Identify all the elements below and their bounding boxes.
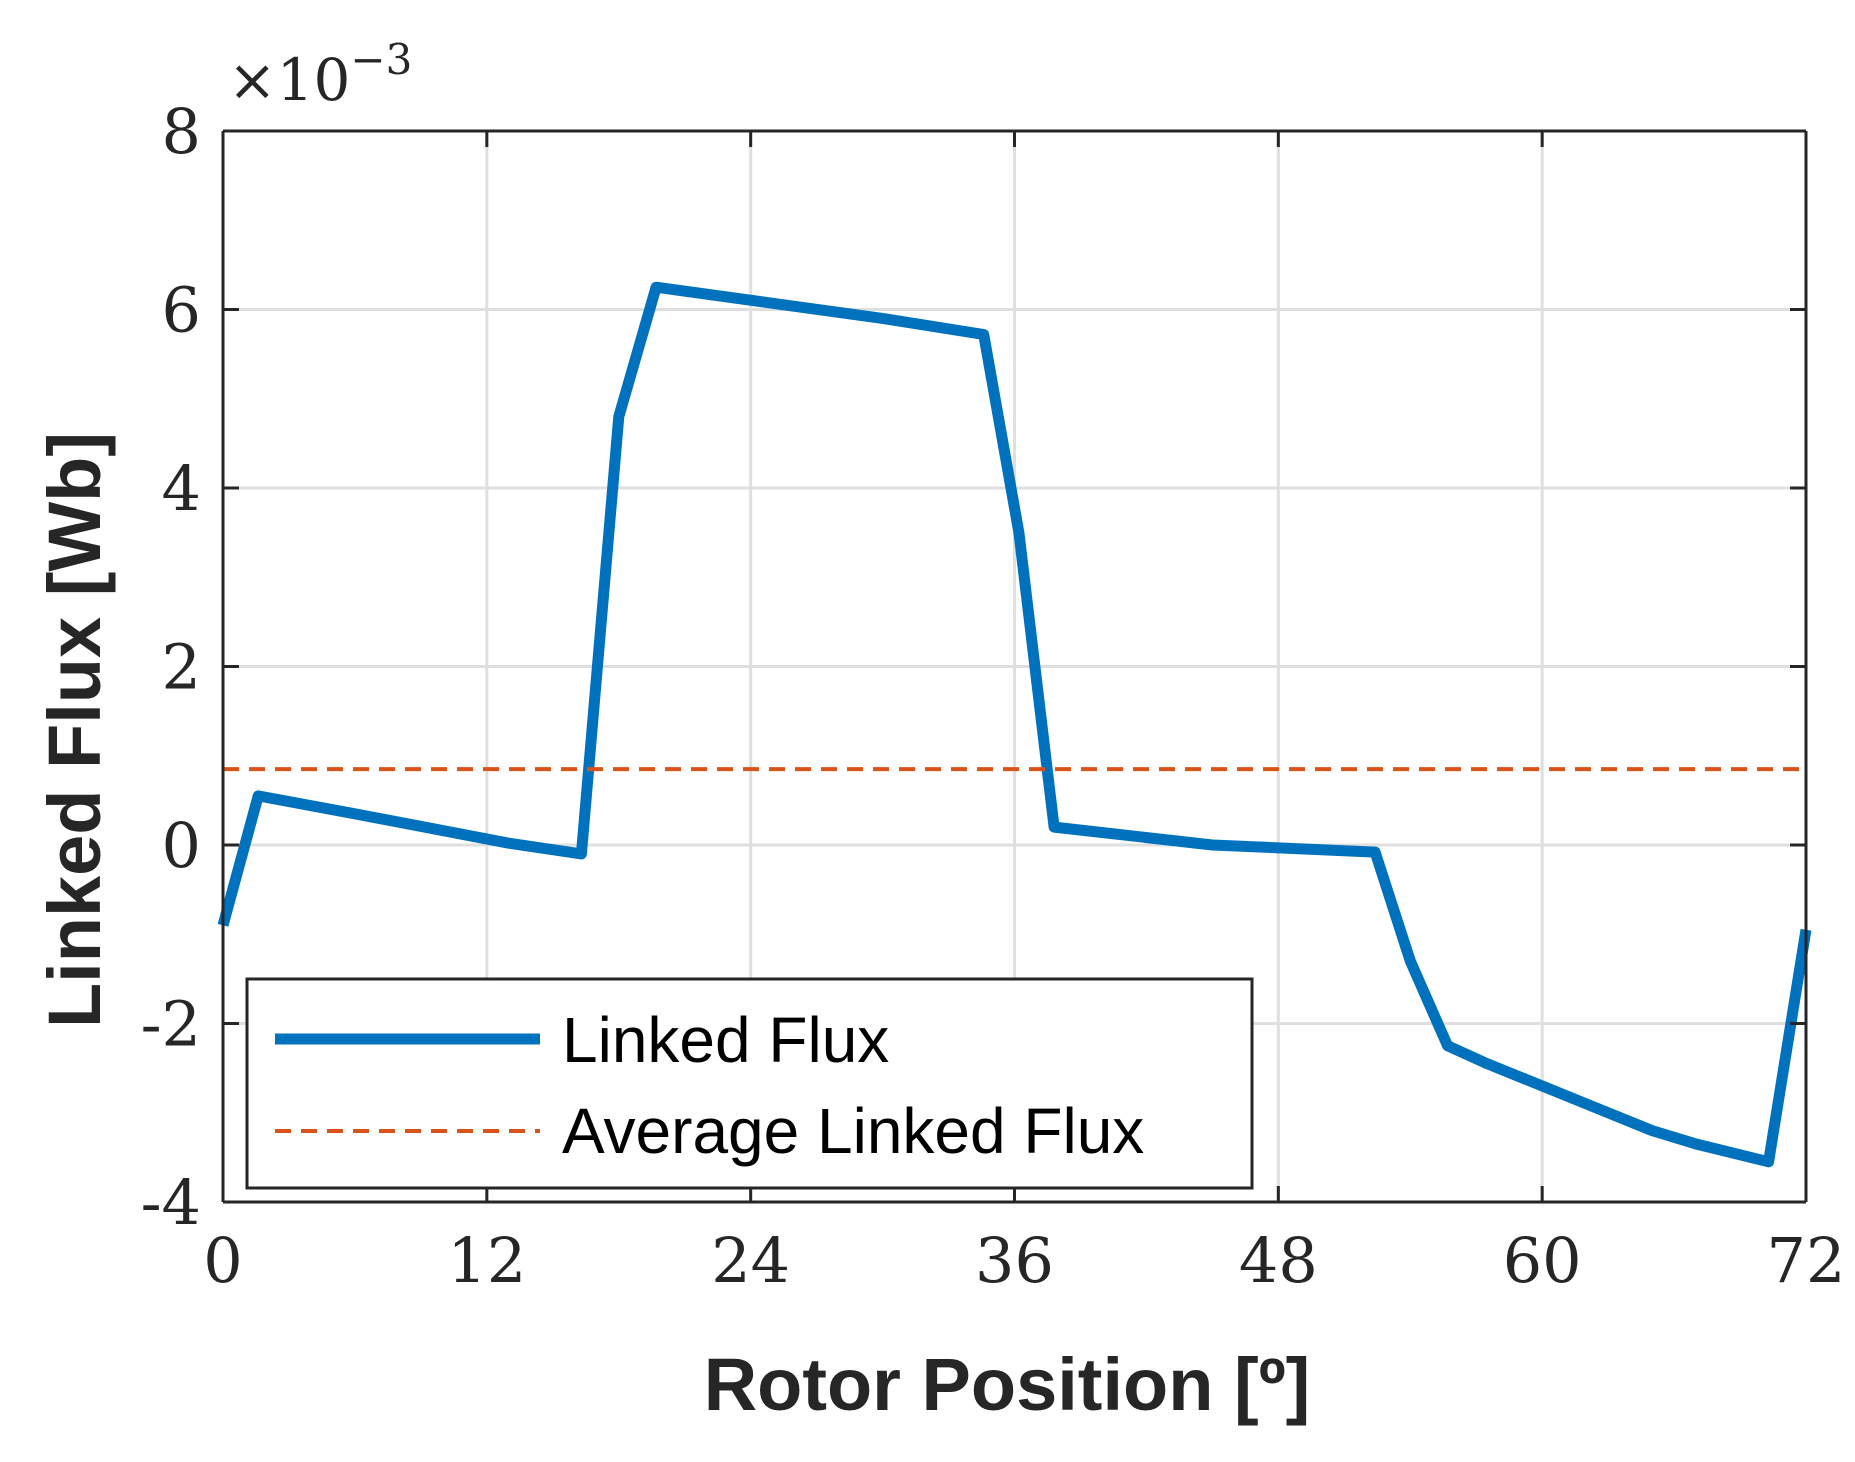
series-layer	[217, 281, 1812, 1168]
legend-label-linked-flux: Linked Flux	[562, 1004, 889, 1076]
x-tick-label-6: 72	[1767, 1224, 1846, 1297]
x-tick-label-1: 12	[447, 1224, 526, 1297]
y-tick-label-2: 0	[162, 809, 201, 882]
y-tick-label-6: 8	[162, 95, 201, 168]
y-tick-label-3: 2	[162, 631, 201, 704]
axes	[221, 129, 1808, 1204]
x-tick-label-3: 36	[975, 1224, 1054, 1297]
y-tick-label-0: -4	[141, 1166, 201, 1239]
y-tick-label-4: 4	[162, 452, 201, 525]
x-tick-label-2: 24	[711, 1224, 790, 1297]
x-tick-label-5: 60	[1503, 1224, 1582, 1297]
x-tick-label-4: 48	[1239, 1224, 1318, 1297]
y-multiplier-exponent: −3	[350, 35, 412, 84]
series-line-linked-flux	[217, 281, 1812, 1168]
y-axis-title: Linked Flux [Wb]	[33, 432, 116, 1028]
y-tick-label-5: 6	[162, 274, 201, 347]
x-tick-label-0: 0	[203, 1224, 242, 1297]
x-axis-title: Rotor Position [º]	[704, 1343, 1311, 1426]
y-tick-label-1: -2	[141, 988, 201, 1061]
legend: Linked Flux Average Linked Flux	[245, 977, 1254, 1190]
legend-box	[245, 977, 1254, 1190]
y-axis-multiplier: ×10−3	[228, 35, 412, 114]
y-multiplier-base: ×10	[228, 46, 350, 114]
legend-label-average-linked-flux: Average Linked Flux	[562, 1095, 1144, 1167]
